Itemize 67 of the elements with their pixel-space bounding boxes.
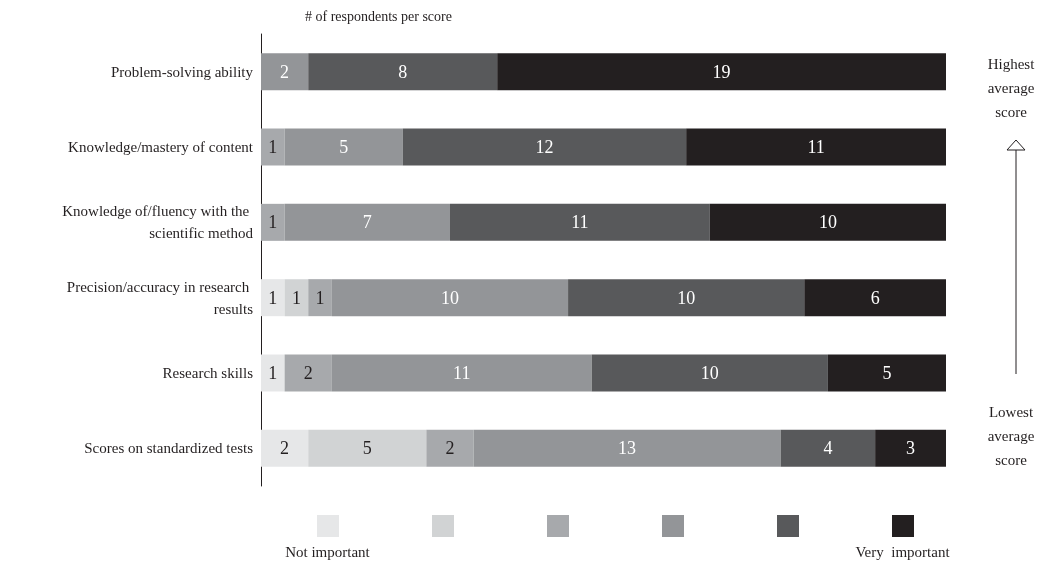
bar (686, 128, 946, 166)
bar (331, 354, 592, 392)
bar (780, 429, 876, 467)
y-tick-label: Problem-solving ability (110, 63, 254, 80)
data-label: 1 (315, 287, 325, 308)
bar (284, 128, 403, 166)
data-label: 10 (677, 287, 696, 308)
y-tick-label: Precision/accuracy in research results (66, 278, 254, 317)
data-label: 19 (712, 61, 731, 82)
data-label: 8 (398, 61, 408, 82)
y-tick-label: Research skills (162, 365, 254, 381)
data-label: 10 (700, 363, 719, 383)
data-label: 2 (280, 438, 290, 459)
bar (473, 429, 781, 467)
data-label: 11 (807, 137, 825, 157)
bar (261, 53, 309, 91)
bar (308, 279, 332, 317)
data-label: 11 (453, 363, 471, 383)
bar (426, 429, 474, 467)
data-label: 5 (882, 363, 892, 383)
bar (284, 354, 332, 392)
bar (497, 53, 946, 91)
bar (261, 203, 285, 241)
data-label: 3 (906, 438, 916, 459)
chart-title: # of respondents per score (305, 8, 452, 24)
bar (402, 128, 687, 166)
legend-label: Very important (855, 544, 950, 561)
y-tick-label: Knowledge/mastery of content (68, 139, 254, 155)
bar (449, 203, 710, 241)
data-label: 1 (268, 137, 278, 157)
data-label: 1 (291, 287, 301, 308)
y-tick-label: Scores on standardized tests (84, 440, 254, 457)
bar (591, 354, 828, 392)
bar (709, 203, 946, 241)
bar (804, 279, 946, 317)
data-label: 5 (339, 137, 349, 157)
bar (284, 203, 450, 241)
bar (331, 279, 569, 317)
bar (308, 53, 498, 91)
data-label: 4 (823, 438, 833, 459)
bar (875, 429, 946, 467)
data-label: 10 (818, 212, 837, 233)
data-label: 7 (362, 212, 372, 233)
data-label: 1 (268, 212, 278, 233)
bar (261, 279, 285, 317)
data-label: 6 (870, 287, 880, 308)
data-label: 2 (445, 438, 455, 459)
text: Lowest average score (986, 403, 1036, 470)
data-label: 13 (618, 438, 637, 459)
bar (261, 128, 285, 166)
bar (261, 354, 285, 392)
data-label: 1 (268, 363, 278, 383)
data-label: 2 (303, 363, 313, 383)
bar (827, 354, 946, 392)
bar (568, 279, 805, 317)
legend-label: Not important (285, 544, 370, 561)
data-label: 12 (535, 137, 554, 157)
data-label: 10 (440, 287, 459, 308)
bar (284, 279, 309, 317)
data-label: 11 (571, 212, 589, 233)
data-label: 5 (362, 438, 372, 459)
bar (308, 429, 427, 467)
data-label: 1 (268, 287, 278, 308)
bar (261, 429, 309, 467)
text: Highest average score (986, 55, 1036, 122)
y-tick-label: Knowledge of/fluency with the scientific method (62, 203, 254, 242)
data-label: 2 (280, 61, 290, 82)
